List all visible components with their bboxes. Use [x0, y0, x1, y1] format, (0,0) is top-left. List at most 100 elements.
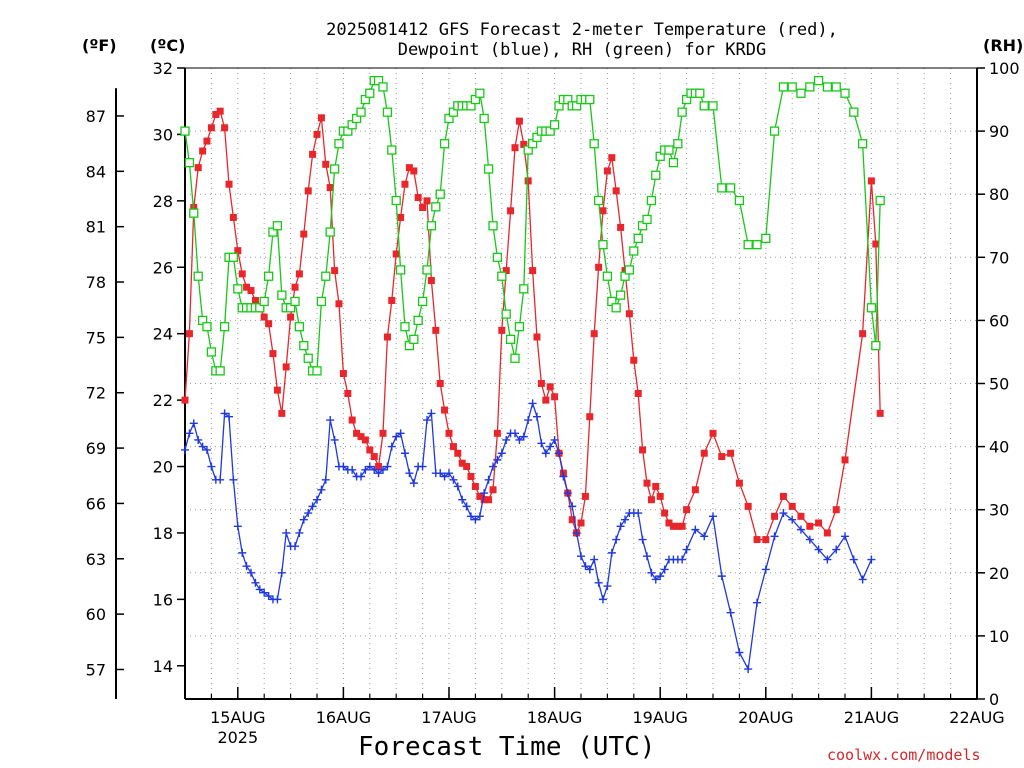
dewpoint-point — [282, 528, 291, 537]
temperature-point — [234, 247, 242, 255]
temperature-point — [709, 429, 717, 437]
dewpoint-point — [357, 472, 366, 481]
dewpoint-point — [660, 565, 669, 574]
celsius-tick-label: 16 — [153, 590, 173, 609]
rh-point — [303, 353, 313, 363]
dewpoint-point — [379, 465, 387, 474]
rh-point — [615, 290, 626, 300]
temperature-point — [401, 180, 409, 188]
dewpoint-point — [572, 528, 581, 537]
temperature-point — [300, 230, 308, 238]
dewpoint-point — [273, 595, 282, 604]
temperature-point — [445, 429, 453, 437]
temperature-point — [463, 463, 471, 471]
temperature-point — [379, 429, 387, 437]
temperature-point — [542, 396, 550, 404]
temperature-point — [436, 380, 444, 387]
dewpoint-point — [598, 595, 607, 604]
dewpoint-point — [295, 528, 304, 537]
celsius-tick-label: 28 — [153, 192, 173, 211]
temperature-point — [718, 453, 726, 461]
dewpoint-point — [418, 462, 427, 471]
celsius-tick-label: 30 — [153, 125, 173, 144]
temperature-point — [388, 296, 396, 304]
dewpoint-point — [313, 495, 321, 504]
dewpoint-point — [563, 489, 572, 498]
time-tick-label: 22AUG — [949, 708, 1004, 727]
temperature-point — [581, 492, 589, 500]
temperature-line — [184, 110, 881, 541]
temperature-point — [867, 177, 875, 185]
time-tick-label: 16AUG — [316, 708, 371, 727]
dewpoint-point — [814, 545, 823, 554]
rh-point — [184, 157, 195, 168]
time-tick-label: 17AUG — [421, 708, 476, 727]
series-dewpoint — [181, 399, 876, 674]
fahrenheit-tick-label: 60 — [86, 605, 106, 624]
temperature-point — [458, 459, 466, 467]
rh-tick-label: 20 — [989, 564, 1009, 583]
rh-tick-label: 30 — [989, 501, 1009, 520]
temperature-point — [568, 516, 576, 524]
fahrenheit-tick-label: 57 — [86, 660, 106, 679]
dewpoint-point — [260, 588, 269, 597]
dewpoint-point — [541, 449, 550, 458]
temperature-point — [735, 479, 743, 487]
dewpoint-point — [559, 472, 568, 481]
rh-point — [761, 233, 771, 244]
dewpoint-point — [823, 555, 832, 564]
rh-point — [228, 252, 239, 262]
temperature-point — [661, 509, 669, 517]
rh-point — [871, 340, 881, 351]
temperature-point — [405, 164, 413, 172]
temperature-point — [423, 197, 431, 205]
rh-point — [316, 296, 327, 307]
dewpoint-point — [691, 525, 700, 534]
dewpoint-point — [291, 542, 300, 551]
axis-layer — [115, 67, 985, 700]
rh-point — [378, 82, 388, 92]
dewpoint-point — [585, 565, 594, 574]
fahrenheit-tick-label: 72 — [86, 384, 106, 403]
dewpoint-point — [317, 485, 326, 494]
fahrenheit-tick-label: 81 — [86, 218, 106, 237]
dewpoint-point — [458, 495, 467, 504]
dewpoint-point — [207, 462, 216, 471]
temperature-point — [454, 449, 462, 457]
rh-point — [435, 189, 445, 199]
rh-point — [475, 88, 485, 98]
dewpoint-point — [251, 578, 260, 587]
rh-point — [365, 88, 375, 98]
temperature-point — [326, 184, 334, 192]
temperature-point — [551, 393, 559, 401]
temperature-point — [344, 389, 352, 397]
dewpoint-point — [634, 509, 643, 518]
rh-point — [233, 284, 243, 294]
temperature-point — [410, 167, 418, 175]
time-tick-sublabel: 2025 — [217, 728, 258, 747]
rh-point — [290, 296, 300, 307]
fahrenheit-tick-label: 87 — [86, 107, 106, 126]
temperature-point — [243, 283, 251, 291]
time-tick-label: 18AUG — [527, 708, 582, 727]
temperature-point — [278, 409, 286, 417]
dewpoint-point — [383, 462, 392, 471]
temperature-point — [753, 536, 761, 544]
credit-link[interactable]: coolwx.com/models — [827, 746, 981, 764]
rh-point — [325, 227, 335, 237]
dewpoint-point — [405, 469, 414, 478]
rh-point — [602, 271, 613, 281]
dewpoint-point — [581, 562, 590, 571]
temperature-point — [251, 296, 259, 304]
rh-point — [629, 246, 639, 256]
rh-point — [673, 139, 683, 149]
dewpoint-point — [436, 469, 445, 478]
dewpoint-point — [361, 465, 370, 474]
time-tick-label: 19AUG — [632, 708, 687, 727]
temperature-point — [577, 519, 585, 527]
celsius-tick-label: 24 — [153, 325, 173, 344]
temperature-point — [625, 310, 633, 318]
dewpoint-point — [202, 445, 211, 454]
rh-point — [426, 221, 437, 231]
temperature-point — [427, 277, 435, 285]
